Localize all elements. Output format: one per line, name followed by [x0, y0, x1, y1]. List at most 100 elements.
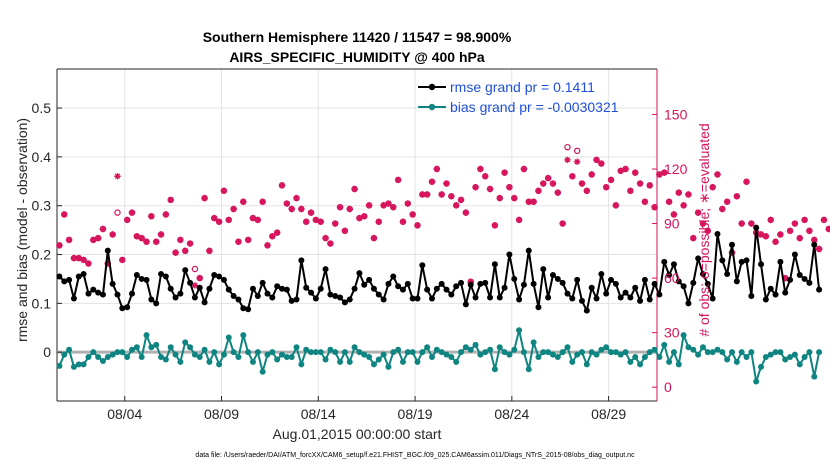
bias-point [332, 349, 339, 356]
rmse-point [187, 279, 194, 286]
x-axis-label: Aug.01,2015 00:00:00 start [273, 426, 442, 442]
plot-frame [56, 68, 658, 402]
bias-point [632, 354, 639, 361]
bias-point [366, 354, 373, 361]
obs-evaluated-marker [477, 165, 484, 173]
bias-point [254, 349, 261, 356]
rmse-point [279, 285, 285, 292]
obs-evaluated-marker [177, 236, 184, 244]
bias-point [312, 349, 319, 356]
obs-evaluated-marker [511, 194, 518, 202]
rmse-point [767, 285, 774, 292]
bias-point [75, 361, 82, 368]
rmse-point [216, 273, 223, 280]
bias-point [104, 354, 111, 361]
obs-evaluated-marker [443, 180, 450, 187]
rmse-point [656, 291, 663, 298]
bias-point [617, 351, 624, 358]
obs-evaluated-marker [380, 202, 387, 209]
bias-point [114, 349, 121, 356]
bias-point [95, 354, 102, 361]
rmse-point [579, 297, 585, 304]
bias-point [637, 361, 644, 368]
rmse-point [404, 280, 411, 287]
bias-point [762, 354, 769, 361]
obs-evaluated-marker [138, 234, 145, 242]
obs-evaluated-marker [719, 205, 726, 213]
obs-evaluated-marker [665, 198, 673, 205]
rmse-point [801, 275, 808, 282]
obs-evaluated-marker [109, 231, 116, 238]
obs-evaluated-marker [714, 171, 721, 178]
obs-evaluated-marker [820, 216, 828, 224]
rmse-point [699, 271, 706, 278]
obs-evaluated-marker [356, 214, 363, 222]
bias-point [80, 361, 87, 368]
obs-evaluated-marker [491, 222, 499, 229]
y-right-tick-label: 150 [664, 106, 688, 122]
obs-evaluated-marker [593, 156, 600, 164]
bias-point [699, 344, 706, 351]
bias-point [690, 346, 697, 353]
rmse-point [317, 285, 324, 292]
rmse-point [162, 273, 169, 280]
legend: rmse grand pr = 0.1411 bias grand pr = -… [418, 79, 619, 115]
obs-evaluated-marker [157, 231, 165, 238]
bias-point [70, 363, 77, 370]
obs-evaluated-marker [143, 238, 150, 245]
rmse-point [762, 296, 769, 303]
obs-markers [56, 143, 830, 289]
obs-evaluated-marker [99, 225, 107, 233]
obs-evaluated-marker [743, 178, 750, 185]
bias-series [56, 327, 823, 385]
bias-point [187, 344, 194, 351]
rmse-point [322, 266, 329, 273]
bias-point [404, 349, 411, 356]
rmse-point [269, 294, 276, 301]
rmse-point [443, 286, 450, 293]
rmse-point [90, 286, 97, 293]
rmse-point [104, 247, 111, 254]
obs-evaluated-marker [235, 238, 242, 245]
rmse-point [806, 279, 813, 286]
rmse-point [95, 289, 102, 296]
chart-title-line1: Southern Hemisphere 11420 / 11547 = 98.9… [203, 29, 512, 45]
obs-evaluated-marker [90, 236, 97, 244]
rmse-point [177, 290, 184, 297]
obs-evaluated-marker [636, 180, 644, 187]
rmse-point [545, 294, 552, 301]
bias-point [487, 346, 494, 353]
bias-point [801, 354, 808, 361]
obs-possible-marker [564, 143, 571, 151]
rmse-point [796, 272, 803, 279]
obs-evaluated-marker [554, 189, 562, 196]
bias-point [685, 344, 692, 351]
bias-point [579, 349, 585, 356]
bias-point [787, 354, 794, 361]
x-tick-label: 08/24 [494, 406, 529, 422]
obs-evaluated-marker [390, 203, 397, 211]
rmse-point [85, 290, 92, 297]
bias-point [627, 358, 634, 365]
obs-evaluated-marker [322, 234, 329, 242]
rmse-point [356, 270, 363, 277]
y-right-tick-label: 60 [664, 270, 680, 286]
bias-point [448, 354, 455, 361]
rmse-point [695, 255, 702, 262]
rmse-point [288, 297, 295, 304]
obs-evaluated-marker [254, 216, 262, 224]
rmse-point [496, 294, 503, 301]
obs-evaluated-marker [723, 198, 731, 205]
rmse-point [167, 285, 174, 292]
bias-point [462, 344, 469, 351]
rmse-point [240, 305, 247, 312]
bias-point [346, 358, 353, 365]
bias-point [240, 332, 247, 339]
obs-evaluated-marker [230, 205, 237, 213]
rmse-point [680, 283, 687, 290]
obs-evaluated-marker [206, 247, 213, 255]
obs-evaluated-marker [409, 211, 416, 218]
obs-evaluated-marker [61, 211, 68, 218]
obs-evaluated-marker [433, 165, 441, 173]
